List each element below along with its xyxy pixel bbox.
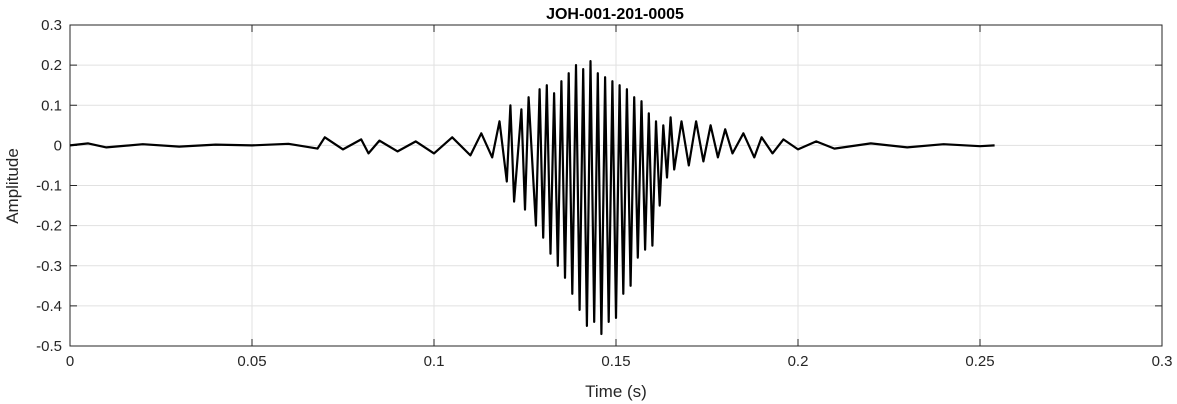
y-axis-label: Amplitude xyxy=(3,148,22,224)
y-tick-label: -0.1 xyxy=(36,178,62,195)
chart-title: JOH-001-201-0005 xyxy=(546,6,684,23)
y-tick-label: -0.3 xyxy=(36,258,62,275)
x-tick-label: 0.1 xyxy=(424,353,445,370)
y-tick-label: -0.2 xyxy=(36,218,62,235)
y-tick-label: -0.4 xyxy=(36,298,62,315)
x-tick-label: 0 xyxy=(66,353,74,370)
x-tick-label: 0.2 xyxy=(788,353,809,370)
x-tick-label: 0.25 xyxy=(965,353,994,370)
series-line-amplitude xyxy=(69,59,995,336)
y-tick-label: -0.5 xyxy=(36,338,62,355)
y-tick-label: 0.3 xyxy=(41,17,62,34)
y-tick-label: 0.1 xyxy=(41,97,62,114)
x-tick-labels: 0 0.05 0.1 0.15 0.2 0.25 0.3 xyxy=(66,353,1173,370)
x-tick-label: 0.15 xyxy=(601,353,630,370)
x-axis-label: Time (s) xyxy=(585,382,647,401)
y-tick-label: 0 xyxy=(54,137,62,154)
x-tick-label: 0.3 xyxy=(1152,353,1173,370)
axis-ticks xyxy=(69,24,1163,347)
y-tick-labels: -0.5 -0.4 -0.3 -0.2 -0.1 0 0.1 0.2 0.3 xyxy=(36,17,62,355)
x-tick-label: 0.05 xyxy=(237,353,266,370)
y-tick-label: 0.2 xyxy=(41,57,62,74)
